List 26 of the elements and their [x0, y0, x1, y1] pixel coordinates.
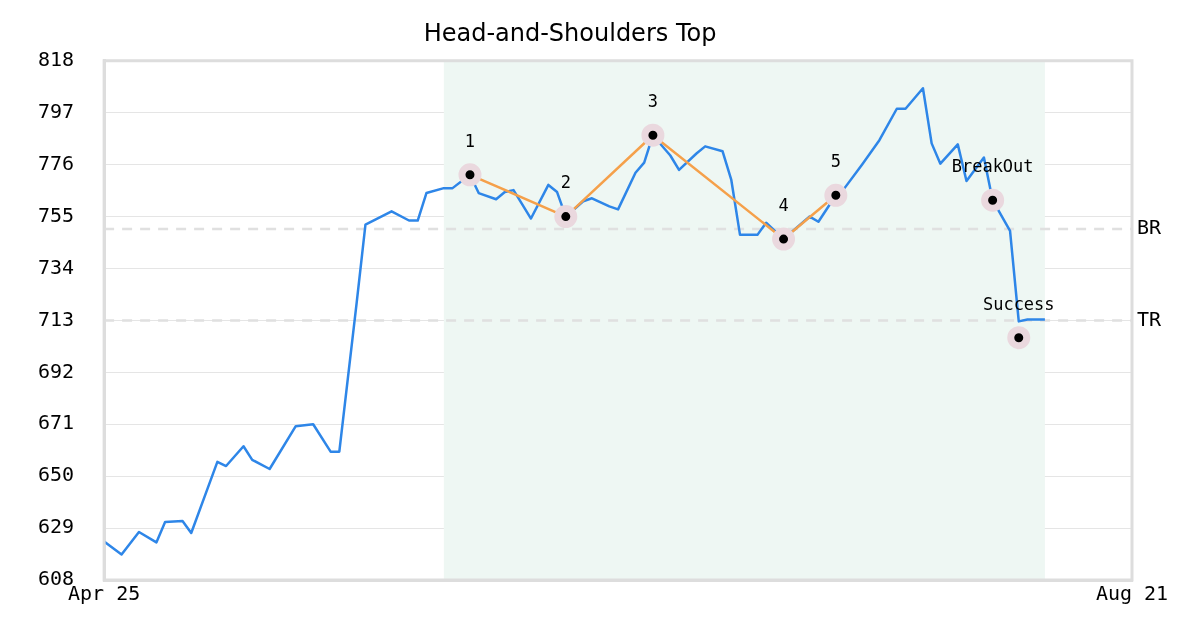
- point: [458, 163, 482, 187]
- y-tick-label: 755: [38, 202, 75, 227]
- y-tick-label: 629: [38, 514, 75, 539]
- annotation: 1: [464, 130, 476, 151]
- ref-line-label: TR: [1137, 306, 1163, 331]
- y-tick-label: 734: [38, 254, 75, 279]
- annotation: 2: [560, 172, 571, 193]
- point: [554, 205, 578, 229]
- y-tick-label: 671: [38, 410, 75, 435]
- x-tick-label: Aug 21: [1095, 581, 1169, 606]
- ref-line-label: BR: [1137, 215, 1163, 240]
- annotation: 4: [778, 194, 789, 215]
- y-tick-label: 818: [38, 47, 75, 71]
- y-tick-label: 797: [38, 98, 75, 123]
- point: [824, 183, 848, 207]
- y-tick-label: 776: [38, 150, 75, 175]
- point: [981, 188, 1005, 212]
- point: [772, 227, 796, 251]
- point: [1007, 326, 1031, 350]
- y-tick-label: 650: [38, 462, 75, 487]
- annotation: 5: [830, 151, 841, 172]
- y-tick-label: 713: [38, 306, 75, 331]
- y-tick-label: 692: [38, 358, 75, 383]
- annotation: 3: [647, 91, 659, 112]
- point: [641, 123, 665, 147]
- chart-title: Head-and-Shoulders Top: [423, 18, 717, 47]
